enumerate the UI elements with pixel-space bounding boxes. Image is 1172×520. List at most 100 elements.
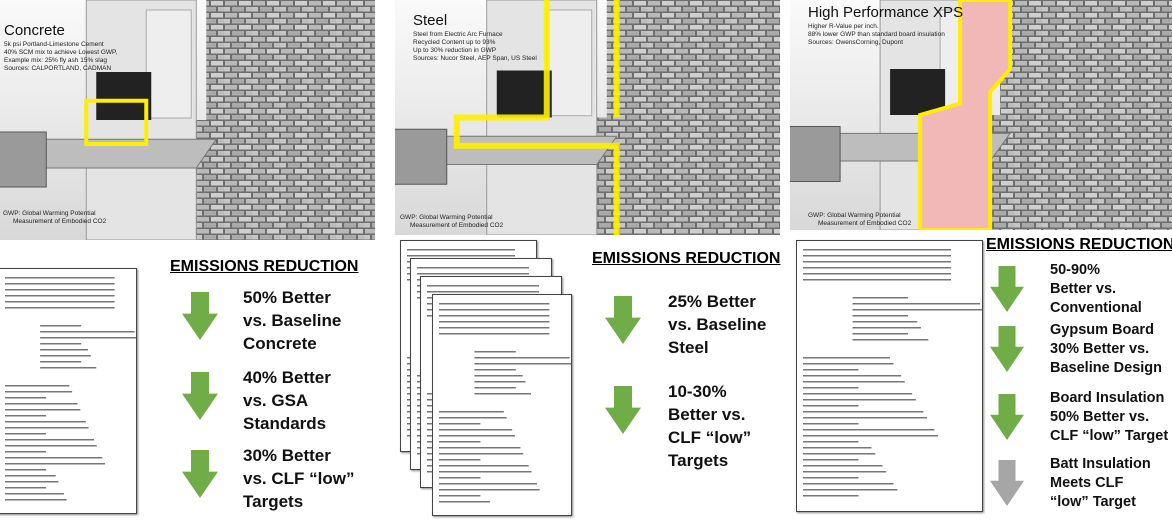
panel-title: Steel bbox=[413, 12, 447, 29]
text-line bbox=[5, 289, 115, 291]
arrow-shape bbox=[990, 394, 1024, 440]
arrow-shape bbox=[990, 326, 1024, 372]
text-line bbox=[803, 381, 905, 383]
text-line bbox=[439, 447, 520, 449]
text-line bbox=[439, 501, 490, 503]
text-line bbox=[803, 423, 859, 425]
text-line bbox=[853, 321, 918, 323]
reduction-text: vs. Baseline bbox=[243, 311, 341, 331]
text-line bbox=[40, 361, 81, 363]
text-line bbox=[803, 417, 927, 419]
panel-title: High Performance XPS bbox=[808, 4, 963, 21]
reduction-text: Steel bbox=[668, 338, 709, 358]
text-line bbox=[5, 451, 46, 453]
text-line bbox=[417, 267, 529, 269]
text-line bbox=[803, 261, 951, 263]
text-line bbox=[803, 435, 938, 437]
down-arrow bbox=[182, 372, 218, 420]
text-line bbox=[439, 435, 515, 437]
text-line bbox=[803, 405, 859, 407]
text-line bbox=[439, 453, 523, 455]
document-lines bbox=[0, 269, 136, 513]
text-line bbox=[5, 439, 94, 441]
reduction-text: 30% Better bbox=[243, 446, 331, 466]
text-line bbox=[5, 493, 64, 495]
down-arrow bbox=[182, 450, 218, 498]
down-arrow bbox=[182, 292, 218, 340]
text-line bbox=[853, 309, 983, 311]
text-line bbox=[407, 255, 515, 257]
text-line bbox=[474, 357, 569, 359]
insulation bbox=[547, 10, 592, 116]
text-line bbox=[803, 429, 934, 431]
text-line bbox=[474, 387, 515, 389]
dark-board bbox=[96, 72, 151, 120]
beam bbox=[0, 132, 46, 187]
text-line bbox=[5, 385, 69, 387]
panel-note: Sources: OwensCorning, Dupont bbox=[808, 39, 903, 47]
text-line bbox=[407, 249, 515, 251]
text-line bbox=[5, 481, 58, 483]
section-heading: EMISSIONS REDUCTION bbox=[986, 236, 1172, 254]
text-line bbox=[474, 363, 571, 365]
text-line bbox=[439, 303, 549, 305]
text-line bbox=[803, 267, 951, 269]
reduction-text: CLF “low” bbox=[668, 428, 751, 448]
insulation bbox=[146, 10, 191, 118]
reduction-text: Gypsum Board bbox=[1050, 322, 1154, 338]
panel-note: Sources: Nucor Steel, AEP Span, US Steel bbox=[413, 55, 537, 63]
text-line bbox=[439, 333, 549, 335]
reduction-text: Batt Insulation bbox=[1050, 456, 1151, 472]
text-line bbox=[5, 469, 46, 471]
text-line bbox=[439, 411, 504, 413]
text-line bbox=[803, 459, 859, 461]
panel-title: Concrete bbox=[4, 22, 65, 39]
panel-note: 40% SCM mix to achieve Lowest GWP, bbox=[4, 49, 117, 57]
panel-note: Recycled Content up to 93% bbox=[413, 39, 495, 47]
text-line bbox=[803, 447, 871, 449]
reduction-text: 40% Better bbox=[243, 368, 331, 388]
arrow-shape bbox=[182, 450, 218, 498]
reduction-text: 10-30% bbox=[668, 382, 727, 402]
text-line bbox=[474, 369, 515, 371]
text-line bbox=[803, 375, 901, 377]
text-line bbox=[5, 277, 115, 279]
text-line bbox=[439, 477, 480, 479]
reduction-text: 50% Better bbox=[243, 288, 331, 308]
text-line bbox=[40, 325, 81, 327]
text-line bbox=[5, 403, 78, 405]
text-line bbox=[803, 393, 912, 395]
arrow-shape bbox=[990, 460, 1024, 506]
beam bbox=[395, 129, 447, 184]
down-arrow bbox=[990, 394, 1024, 440]
text-line bbox=[474, 393, 531, 395]
text-line bbox=[803, 441, 859, 443]
text-line bbox=[803, 357, 890, 359]
text-line bbox=[417, 273, 529, 275]
text-line bbox=[5, 295, 115, 297]
text-line bbox=[5, 301, 115, 303]
reduction-text: Board Insulation bbox=[1050, 390, 1164, 406]
text-line bbox=[427, 291, 539, 293]
text-line bbox=[5, 499, 67, 501]
arrow-shape bbox=[182, 292, 218, 340]
reduction-text: Concrete bbox=[243, 334, 317, 354]
text-line bbox=[439, 309, 549, 311]
text-line bbox=[853, 315, 909, 317]
document-lines bbox=[797, 241, 982, 511]
text-line bbox=[5, 391, 72, 393]
text-line bbox=[474, 351, 515, 353]
down-arrow bbox=[990, 460, 1024, 506]
text-line bbox=[803, 363, 894, 365]
reduction-text: Conventional bbox=[1050, 300, 1142, 316]
reduction-text: CLF “low” Target bbox=[1050, 428, 1168, 444]
text-line bbox=[439, 465, 529, 467]
spec-document bbox=[432, 294, 572, 516]
panel-note: Higher R-Value per inch. bbox=[808, 23, 879, 31]
text-line bbox=[803, 387, 859, 389]
reduction-text: Standards bbox=[243, 414, 326, 434]
reduction-text: Better vs. bbox=[1050, 281, 1116, 297]
text-line bbox=[803, 483, 894, 485]
text-line bbox=[5, 421, 86, 423]
text-line bbox=[5, 487, 46, 489]
